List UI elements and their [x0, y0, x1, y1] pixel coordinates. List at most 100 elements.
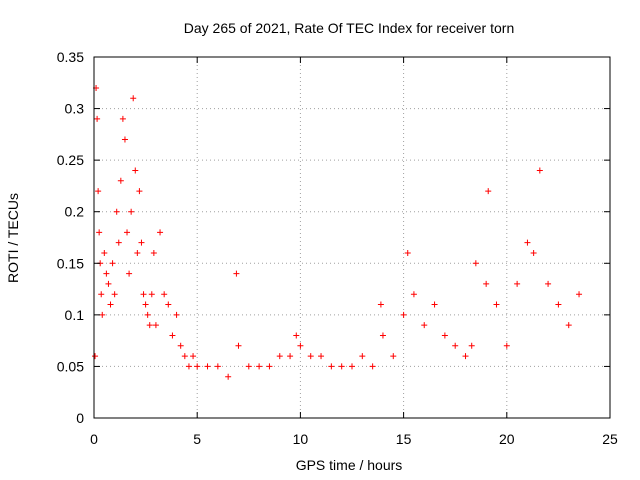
- data-point: [173, 311, 180, 318]
- data-point: [113, 208, 120, 215]
- data-point: [190, 353, 197, 360]
- data-point: [169, 332, 176, 339]
- data-point: [297, 342, 304, 349]
- data-point: [99, 311, 106, 318]
- data-point: [96, 229, 103, 236]
- data-point: [140, 291, 147, 298]
- data-point: [119, 115, 126, 122]
- x-tick-label: 15: [396, 431, 412, 447]
- data-point: [555, 301, 562, 308]
- data-point: [441, 332, 448, 339]
- data-point: [148, 291, 155, 298]
- data-point: [524, 239, 531, 246]
- data-point: [130, 95, 137, 102]
- data-point: [161, 291, 168, 298]
- data-point: [185, 363, 192, 370]
- data-point: [225, 373, 232, 380]
- data-point: [235, 342, 242, 349]
- data-point: [536, 167, 543, 174]
- data-point: [493, 301, 500, 308]
- data-point: [256, 363, 263, 370]
- data-point: [276, 353, 283, 360]
- x-axis-label: GPS time / hours: [296, 457, 403, 473]
- data-point: [404, 249, 411, 256]
- y-tick-label: 0.3: [65, 101, 85, 117]
- data-point: [266, 363, 273, 370]
- data-point: [177, 342, 184, 349]
- y-tick-label: 0.25: [57, 152, 84, 168]
- data-point: [452, 342, 459, 349]
- x-tick-label: 20: [499, 431, 515, 447]
- data-point: [134, 249, 141, 256]
- data-point: [144, 311, 151, 318]
- data-point: [472, 260, 479, 267]
- data-point: [349, 363, 355, 370]
- data-point: [124, 229, 131, 236]
- data-point: [214, 363, 221, 370]
- data-point: [307, 353, 314, 360]
- y-tick-label: 0.1: [65, 307, 85, 323]
- axis-ticks: 0 5 10 15 20 25 0 0.05 0.1 0.15 0.2 0.25 0.3 0.35: [57, 49, 618, 447]
- data-point: [165, 301, 172, 308]
- data-point: [115, 239, 122, 246]
- grid-lines: [94, 57, 610, 418]
- data-point: [545, 280, 552, 287]
- data-point: [150, 249, 157, 256]
- data-point: [421, 322, 428, 329]
- data-point: [109, 260, 116, 267]
- data-point: [485, 188, 492, 195]
- data-point: [95, 188, 102, 195]
- data-point: [565, 322, 572, 329]
- data-point: [132, 167, 139, 174]
- data-point: [379, 332, 386, 339]
- data-point: [94, 115, 101, 122]
- data-point: [181, 353, 188, 360]
- x-tick-label: 25: [602, 431, 618, 447]
- data-point: [530, 249, 537, 256]
- chart-title: Day 265 of 2021, Rate Of TEC Index for r…: [184, 20, 514, 36]
- data-point: [318, 353, 325, 360]
- data-point: [146, 322, 153, 329]
- data-point: [111, 291, 118, 298]
- data-points: [92, 84, 583, 380]
- data-point: [136, 188, 143, 195]
- y-tick-label: 0.05: [57, 358, 84, 374]
- data-point: [128, 208, 135, 215]
- data-point: [483, 280, 490, 287]
- data-point: [105, 280, 112, 287]
- data-point: [126, 270, 133, 277]
- data-point: [204, 363, 211, 370]
- data-point: [369, 363, 376, 370]
- data-point: [377, 301, 384, 308]
- plot-frame: [93, 56, 611, 419]
- data-point: [103, 270, 110, 277]
- x-tick-label: 5: [193, 431, 201, 447]
- y-tick-label: 0.35: [57, 49, 84, 65]
- data-point: [359, 353, 366, 360]
- data-point: [92, 353, 99, 360]
- data-point: [98, 291, 105, 298]
- data-point: [576, 291, 583, 298]
- x-tick-label: 0: [90, 431, 98, 447]
- data-point: [101, 249, 108, 256]
- data-point: [157, 229, 164, 236]
- data-point: [468, 342, 475, 349]
- data-point: [117, 177, 124, 184]
- data-point: [503, 342, 510, 349]
- x-tick-label: 10: [293, 431, 309, 447]
- data-point: [293, 332, 300, 339]
- y-tick-label: 0.2: [65, 204, 85, 220]
- data-point: [431, 301, 438, 308]
- y-axis-label: ROTI / TECUs: [5, 193, 21, 283]
- data-point: [400, 311, 407, 318]
- data-point: [233, 270, 240, 277]
- y-tick-label: 0: [76, 410, 84, 426]
- data-point: [194, 363, 201, 370]
- data-point: [142, 301, 149, 308]
- data-point: [107, 301, 114, 308]
- data-point: [138, 239, 145, 246]
- data-point: [514, 280, 521, 287]
- data-point: [245, 363, 252, 370]
- data-point: [152, 322, 159, 329]
